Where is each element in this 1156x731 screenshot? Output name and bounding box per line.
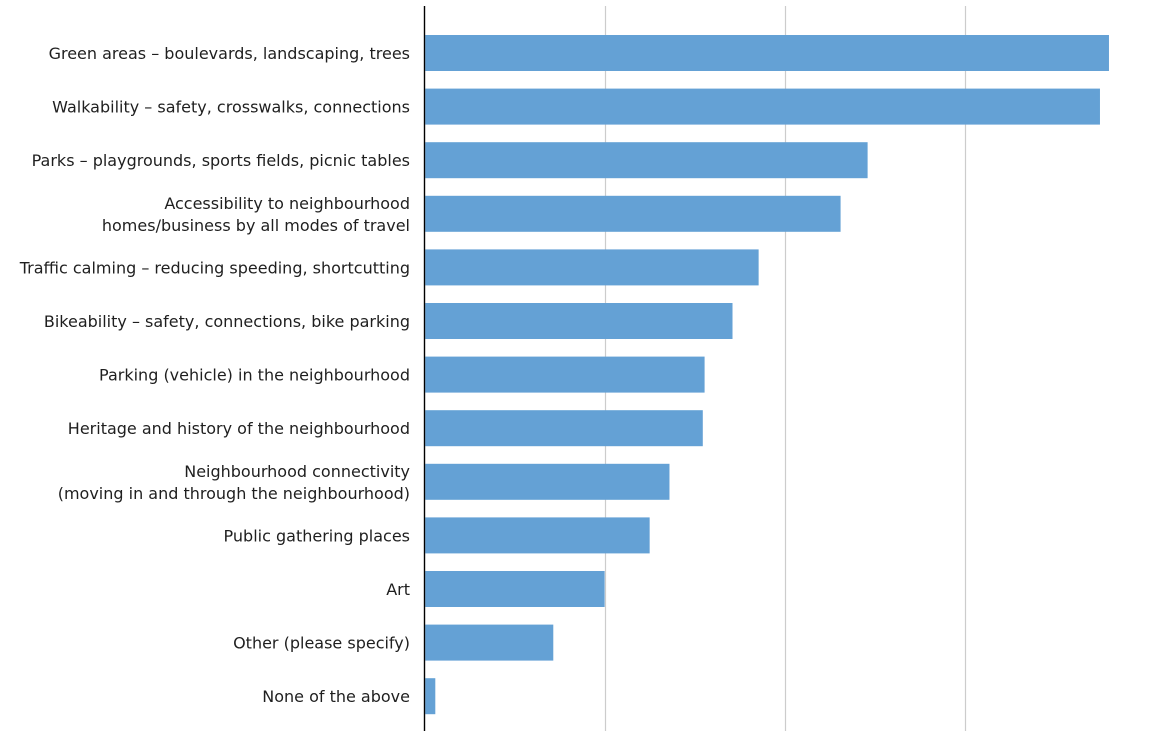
bar-11 <box>425 624 554 661</box>
category-label-11: Other (please specify) <box>233 634 410 653</box>
category-label-line: Art <box>386 580 410 599</box>
bar-4 <box>425 249 759 286</box>
category-label-12: None of the above <box>262 687 410 706</box>
category-label-line: Parking (vehicle) in the neighbourhood <box>99 366 410 385</box>
category-label-line: (moving in and through the neighbourhood… <box>58 484 410 503</box>
category-label-8: Neighbourhood connectivity (moving in and… <box>58 462 410 503</box>
bar-7 <box>425 410 703 447</box>
category-labels: Green areas – boulevards, landscaping, t… <box>19 44 410 706</box>
category-label-9: Public gathering places <box>224 526 410 545</box>
category-label-line: Other (please specify) <box>233 634 410 653</box>
category-label-line: Neighbourhood connectivity <box>184 462 410 481</box>
category-label-line: Bikeability – safety, connections, bike … <box>44 312 410 331</box>
category-label-line: Green areas – boulevards, landscaping, t… <box>49 44 410 63</box>
bar-1 <box>425 88 1100 125</box>
bar-8 <box>425 463 670 500</box>
bar-3 <box>425 195 841 232</box>
bar-2 <box>425 142 868 179</box>
category-label-10: Art <box>386 580 410 599</box>
category-label-line: Walkability – safety, crosswalks, connec… <box>52 98 410 117</box>
category-label-1: Walkability – safety, crosswalks, connec… <box>52 98 410 117</box>
bar-12 <box>425 678 436 715</box>
category-label-line: Accessibility to neighbourhood <box>164 194 410 213</box>
bar-0 <box>425 35 1109 71</box>
category-label-line: homes/business by all modes of travel <box>102 216 410 235</box>
bar-10 <box>425 571 605 607</box>
bar-5 <box>425 303 733 339</box>
category-label-7: Heritage and history of the neighbourhoo… <box>68 419 410 438</box>
bar-9 <box>425 517 650 554</box>
bar-6 <box>425 356 705 393</box>
category-label-0: Green areas – boulevards, landscaping, t… <box>49 44 410 63</box>
category-label-line: Public gathering places <box>224 526 410 545</box>
category-label-2: Parks – playgrounds, sports fields, picn… <box>32 151 410 170</box>
bars <box>425 35 1109 715</box>
category-label-5: Bikeability – safety, connections, bike … <box>44 312 410 331</box>
category-label-line: Heritage and history of the neighbourhoo… <box>68 419 410 438</box>
category-label-line: None of the above <box>262 687 410 706</box>
category-label-4: Traffic calming – reducing speeding, sho… <box>19 258 410 277</box>
category-label-3: Accessibility to neighbourhood homes/busi… <box>102 194 410 235</box>
category-label-line: Parks – playgrounds, sports fields, picn… <box>32 151 410 170</box>
category-label-line: Traffic calming – reducing speeding, sho… <box>19 258 410 277</box>
category-label-6: Parking (vehicle) in the neighbourhood <box>99 366 410 385</box>
